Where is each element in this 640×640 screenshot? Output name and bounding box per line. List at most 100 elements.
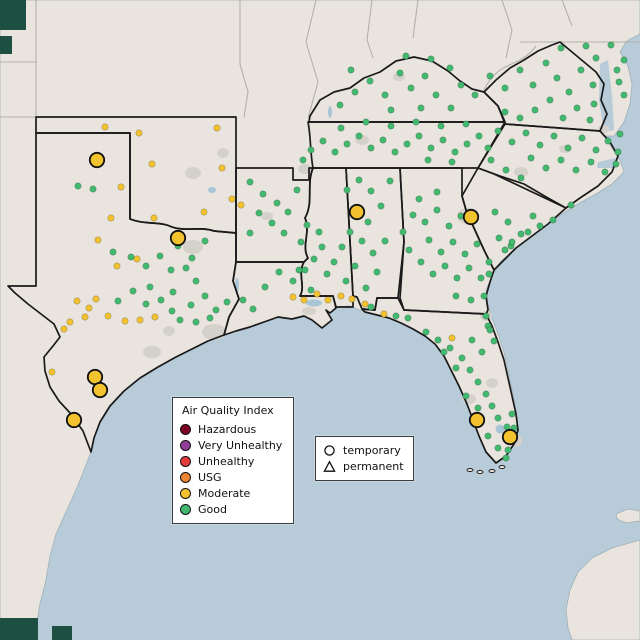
aqi-station-dot[interactable] (480, 292, 488, 300)
aqi-station-dot[interactable] (246, 229, 254, 237)
aqi-station-dot[interactable] (527, 154, 535, 162)
aqi-station-dot[interactable] (501, 84, 509, 92)
aqi-station-dot[interactable] (564, 144, 572, 152)
aqi-station-dot[interactable] (188, 254, 196, 262)
aqi-station-dot[interactable] (488, 402, 496, 410)
aqi-station-dot[interactable] (425, 236, 433, 244)
aqi-station-dot[interactable] (307, 146, 315, 154)
aqi-station-dot[interactable] (101, 123, 109, 131)
aqi-station-dot[interactable] (542, 59, 550, 67)
aqi-station-dot[interactable] (407, 84, 415, 92)
aqi-station-large-dot[interactable] (468, 411, 486, 429)
aqi-station-dot[interactable] (417, 258, 425, 266)
aqi-station-dot[interactable] (620, 91, 628, 99)
aqi-station-dot[interactable] (201, 292, 209, 300)
aqi-station-dot[interactable] (501, 246, 509, 254)
aqi-station-dot[interactable] (206, 314, 214, 322)
aqi-station-dot[interactable] (531, 106, 539, 114)
aqi-station-dot[interactable] (284, 208, 292, 216)
aqi-station-large-dot[interactable] (348, 203, 366, 221)
aqi-station-dot[interactable] (486, 72, 494, 80)
aqi-station-dot[interactable] (381, 91, 389, 99)
aqi-station-dot[interactable] (495, 234, 503, 242)
aqi-station-dot[interactable] (280, 229, 288, 237)
aqi-station-dot[interactable] (293, 186, 301, 194)
aqi-station-dot[interactable] (437, 248, 445, 256)
aqi-station-dot[interactable] (192, 318, 200, 326)
aqi-station-dot[interactable] (148, 160, 156, 168)
aqi-station-dot[interactable] (453, 274, 461, 282)
aqi-station-dot[interactable] (524, 228, 532, 236)
aqi-station-dot[interactable] (255, 209, 263, 217)
aqi-station-dot[interactable] (412, 118, 420, 126)
aqi-station-dot[interactable] (249, 305, 257, 313)
aqi-station-dot[interactable] (109, 248, 117, 256)
aqi-station-dot[interactable] (446, 344, 454, 352)
aqi-station-dot[interactable] (261, 283, 269, 291)
aqi-station-dot[interactable] (379, 136, 387, 144)
aqi-station-dot[interactable] (399, 228, 407, 236)
aqi-station-dot[interactable] (307, 286, 315, 294)
aqi-station-dot[interactable] (616, 130, 624, 138)
aqi-station-dot[interactable] (351, 88, 359, 96)
aqi-station-dot[interactable] (502, 454, 510, 462)
aqi-station-dot[interactable] (484, 432, 492, 440)
aqi-station-dot[interactable] (486, 326, 494, 334)
aqi-station-dot[interactable] (490, 337, 498, 345)
aqi-station-dot[interactable] (536, 141, 544, 149)
aqi-station-dot[interactable] (471, 91, 479, 99)
aqi-station-dot[interactable] (473, 240, 481, 248)
aqi-station-dot[interactable] (48, 368, 56, 376)
aqi-station-dot[interactable] (432, 91, 440, 99)
aqi-station-dot[interactable] (607, 41, 615, 49)
aqi-station-large-dot[interactable] (462, 208, 480, 226)
aqi-station-dot[interactable] (402, 52, 410, 60)
aqi-station-dot[interactable] (604, 137, 612, 145)
aqi-station-dot[interactable] (342, 277, 350, 285)
aqi-station-dot[interactable] (66, 318, 74, 326)
aqi-station-dot[interactable] (301, 266, 309, 274)
aqi-station-dot[interactable] (578, 134, 586, 142)
aqi-station-dot[interactable] (449, 238, 457, 246)
aqi-station-dot[interactable] (364, 218, 372, 226)
aqi-station-dot[interactable] (355, 132, 363, 140)
aqi-station-dot[interactable] (445, 222, 453, 230)
aqi-station-dot[interactable] (259, 190, 267, 198)
aqi-station-dot[interactable] (557, 156, 565, 164)
aqi-station-dot[interactable] (396, 69, 404, 77)
aqi-station-large-dot[interactable] (65, 411, 83, 429)
aqi-station-dot[interactable] (187, 301, 195, 309)
aqi-station-dot[interactable] (589, 81, 597, 89)
aqi-station-large-dot[interactable] (501, 428, 519, 446)
aqi-station-dot[interactable] (168, 307, 176, 315)
aqi-station-dot[interactable] (447, 104, 455, 112)
aqi-station-dot[interactable] (318, 243, 326, 251)
aqi-station-dot[interactable] (573, 104, 581, 112)
aqi-station-dot[interactable] (529, 81, 537, 89)
aqi-station-dot[interactable] (484, 144, 492, 152)
aqi-station-dot[interactable] (391, 148, 399, 156)
aqi-station-dot[interactable] (169, 288, 177, 296)
aqi-station-dot[interactable] (136, 316, 144, 324)
aqi-station-dot[interactable] (176, 316, 184, 324)
aqi-station-dot[interactable] (146, 283, 154, 291)
aqi-station-dot[interactable] (550, 132, 558, 140)
aqi-station-dot[interactable] (565, 88, 573, 96)
aqi-station-dot[interactable] (517, 174, 525, 182)
aqi-station-dot[interactable] (559, 114, 567, 122)
aqi-station-dot[interactable] (273, 199, 281, 207)
aqi-station-dot[interactable] (485, 270, 493, 278)
aqi-station-dot[interactable] (362, 118, 370, 126)
aqi-station-dot[interactable] (94, 236, 102, 244)
aqi-station-dot[interactable] (433, 206, 441, 214)
aqi-station-dot[interactable] (504, 218, 512, 226)
aqi-station-dot[interactable] (142, 262, 150, 270)
aqi-station-dot[interactable] (577, 66, 585, 74)
aqi-station-dot[interactable] (452, 292, 460, 300)
aqi-station-dot[interactable] (614, 148, 622, 156)
aqi-station-dot[interactable] (192, 277, 200, 285)
aqi-station-dot[interactable] (462, 120, 470, 128)
aqi-station-dot[interactable] (358, 237, 366, 245)
aqi-station-dot[interactable] (246, 178, 254, 186)
aqi-station-dot[interactable] (615, 78, 623, 86)
